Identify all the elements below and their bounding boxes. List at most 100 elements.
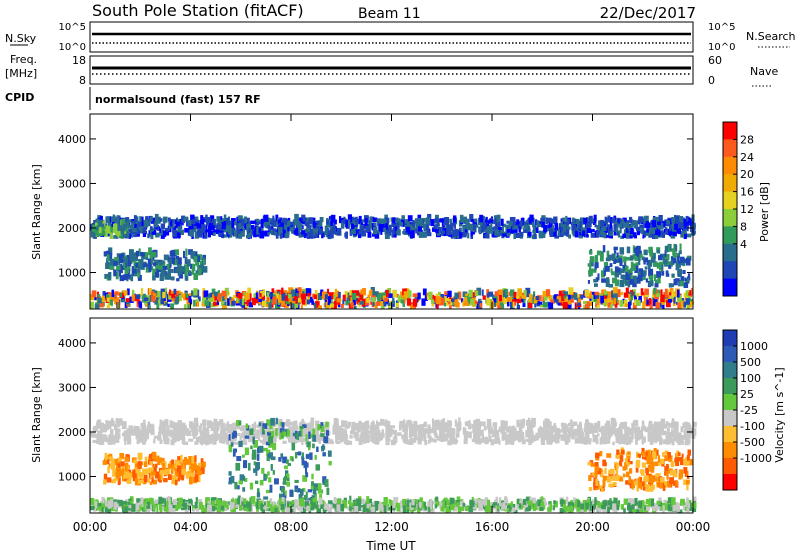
data-cell — [556, 431, 561, 439]
data-cell — [652, 294, 655, 298]
data-cell — [435, 296, 441, 305]
data-cell — [614, 259, 618, 263]
cpid-label: CPID — [5, 91, 34, 104]
data-cell — [116, 253, 119, 258]
data-cell — [201, 224, 206, 228]
data-cell — [327, 235, 332, 240]
data-cell — [458, 417, 461, 426]
data-cell — [659, 234, 662, 238]
data-cell — [562, 224, 566, 232]
data-cell — [655, 279, 658, 284]
data-cell — [607, 254, 612, 260]
data-cell — [95, 226, 100, 231]
data-cell — [520, 434, 523, 441]
data-cell — [586, 427, 591, 434]
data-cell — [180, 229, 184, 235]
data-cell — [658, 229, 661, 236]
data-cell — [564, 435, 569, 440]
data-cell — [527, 225, 530, 233]
data-cell — [188, 270, 191, 275]
data-cell — [313, 228, 319, 236]
data-cell — [266, 456, 270, 462]
data-cell — [164, 419, 169, 427]
data-cell — [249, 428, 254, 435]
data-cell — [123, 472, 128, 479]
data-cell — [248, 437, 254, 443]
data-cell — [610, 417, 616, 426]
data-cell — [668, 431, 671, 438]
data-cell — [661, 264, 664, 272]
data-cell — [415, 221, 420, 227]
nave-tick-bottom: 0 — [708, 74, 715, 87]
data-cell — [568, 287, 574, 295]
data-cell — [402, 426, 407, 432]
data-cell — [173, 288, 177, 296]
data-cell — [538, 221, 542, 226]
data-cell — [521, 296, 525, 302]
data-cell — [335, 419, 339, 426]
data-cell — [302, 424, 307, 428]
data-cell — [198, 228, 204, 236]
data-cell — [283, 225, 288, 232]
data-cell — [234, 481, 238, 490]
data-cell — [94, 304, 100, 309]
data-cell — [627, 293, 631, 298]
data-cell — [159, 474, 162, 480]
data-cell — [558, 232, 564, 238]
data-cell — [338, 292, 341, 299]
colorbar-swatch — [723, 278, 737, 297]
data-cell — [625, 480, 630, 485]
data-cell — [421, 298, 426, 306]
data-cell — [551, 425, 555, 433]
data-cell — [167, 303, 170, 307]
data-cell — [554, 428, 558, 435]
data-cell — [284, 475, 288, 480]
data-cell — [506, 229, 509, 237]
data-cell — [303, 425, 308, 433]
data-cell — [139, 224, 144, 229]
data-cell — [626, 232, 629, 239]
data-cell — [423, 421, 427, 427]
data-cell — [101, 231, 106, 236]
data-cell — [143, 475, 148, 483]
data-cell — [665, 437, 670, 445]
data-cell — [663, 439, 668, 445]
data-cell — [643, 485, 646, 491]
data-cell — [286, 220, 291, 227]
data-cell — [405, 226, 410, 233]
data-cell — [687, 449, 691, 456]
data-cell — [606, 250, 610, 258]
data-cell — [97, 294, 101, 298]
data-cell — [290, 297, 293, 301]
data-cell — [593, 220, 597, 225]
data-cell — [202, 461, 206, 468]
data-cell — [151, 230, 156, 235]
data-cell — [135, 250, 139, 257]
data-cell — [116, 470, 121, 479]
data-cell — [176, 477, 180, 482]
data-cell — [174, 249, 179, 256]
data-cell — [669, 292, 672, 296]
data-cell — [522, 421, 525, 426]
data-cell — [584, 289, 590, 297]
data-cell — [528, 441, 532, 446]
data-cell — [297, 225, 301, 233]
data-cell — [175, 290, 179, 296]
data-cell — [358, 232, 362, 239]
data-cell — [542, 290, 546, 297]
data-cell — [552, 425, 557, 429]
data-cell — [272, 443, 277, 451]
data-cell — [168, 260, 172, 268]
data-cell — [126, 465, 129, 470]
data-cell — [424, 294, 428, 301]
data-cell — [224, 301, 227, 308]
data-cell — [238, 233, 243, 239]
data-cell — [599, 470, 604, 478]
data-cell — [358, 215, 362, 223]
data-cell — [464, 421, 469, 426]
data-cell — [323, 428, 328, 436]
data-cell — [191, 219, 196, 225]
data-cell — [140, 423, 145, 428]
data-cell — [129, 249, 134, 257]
data-cell — [648, 428, 651, 437]
